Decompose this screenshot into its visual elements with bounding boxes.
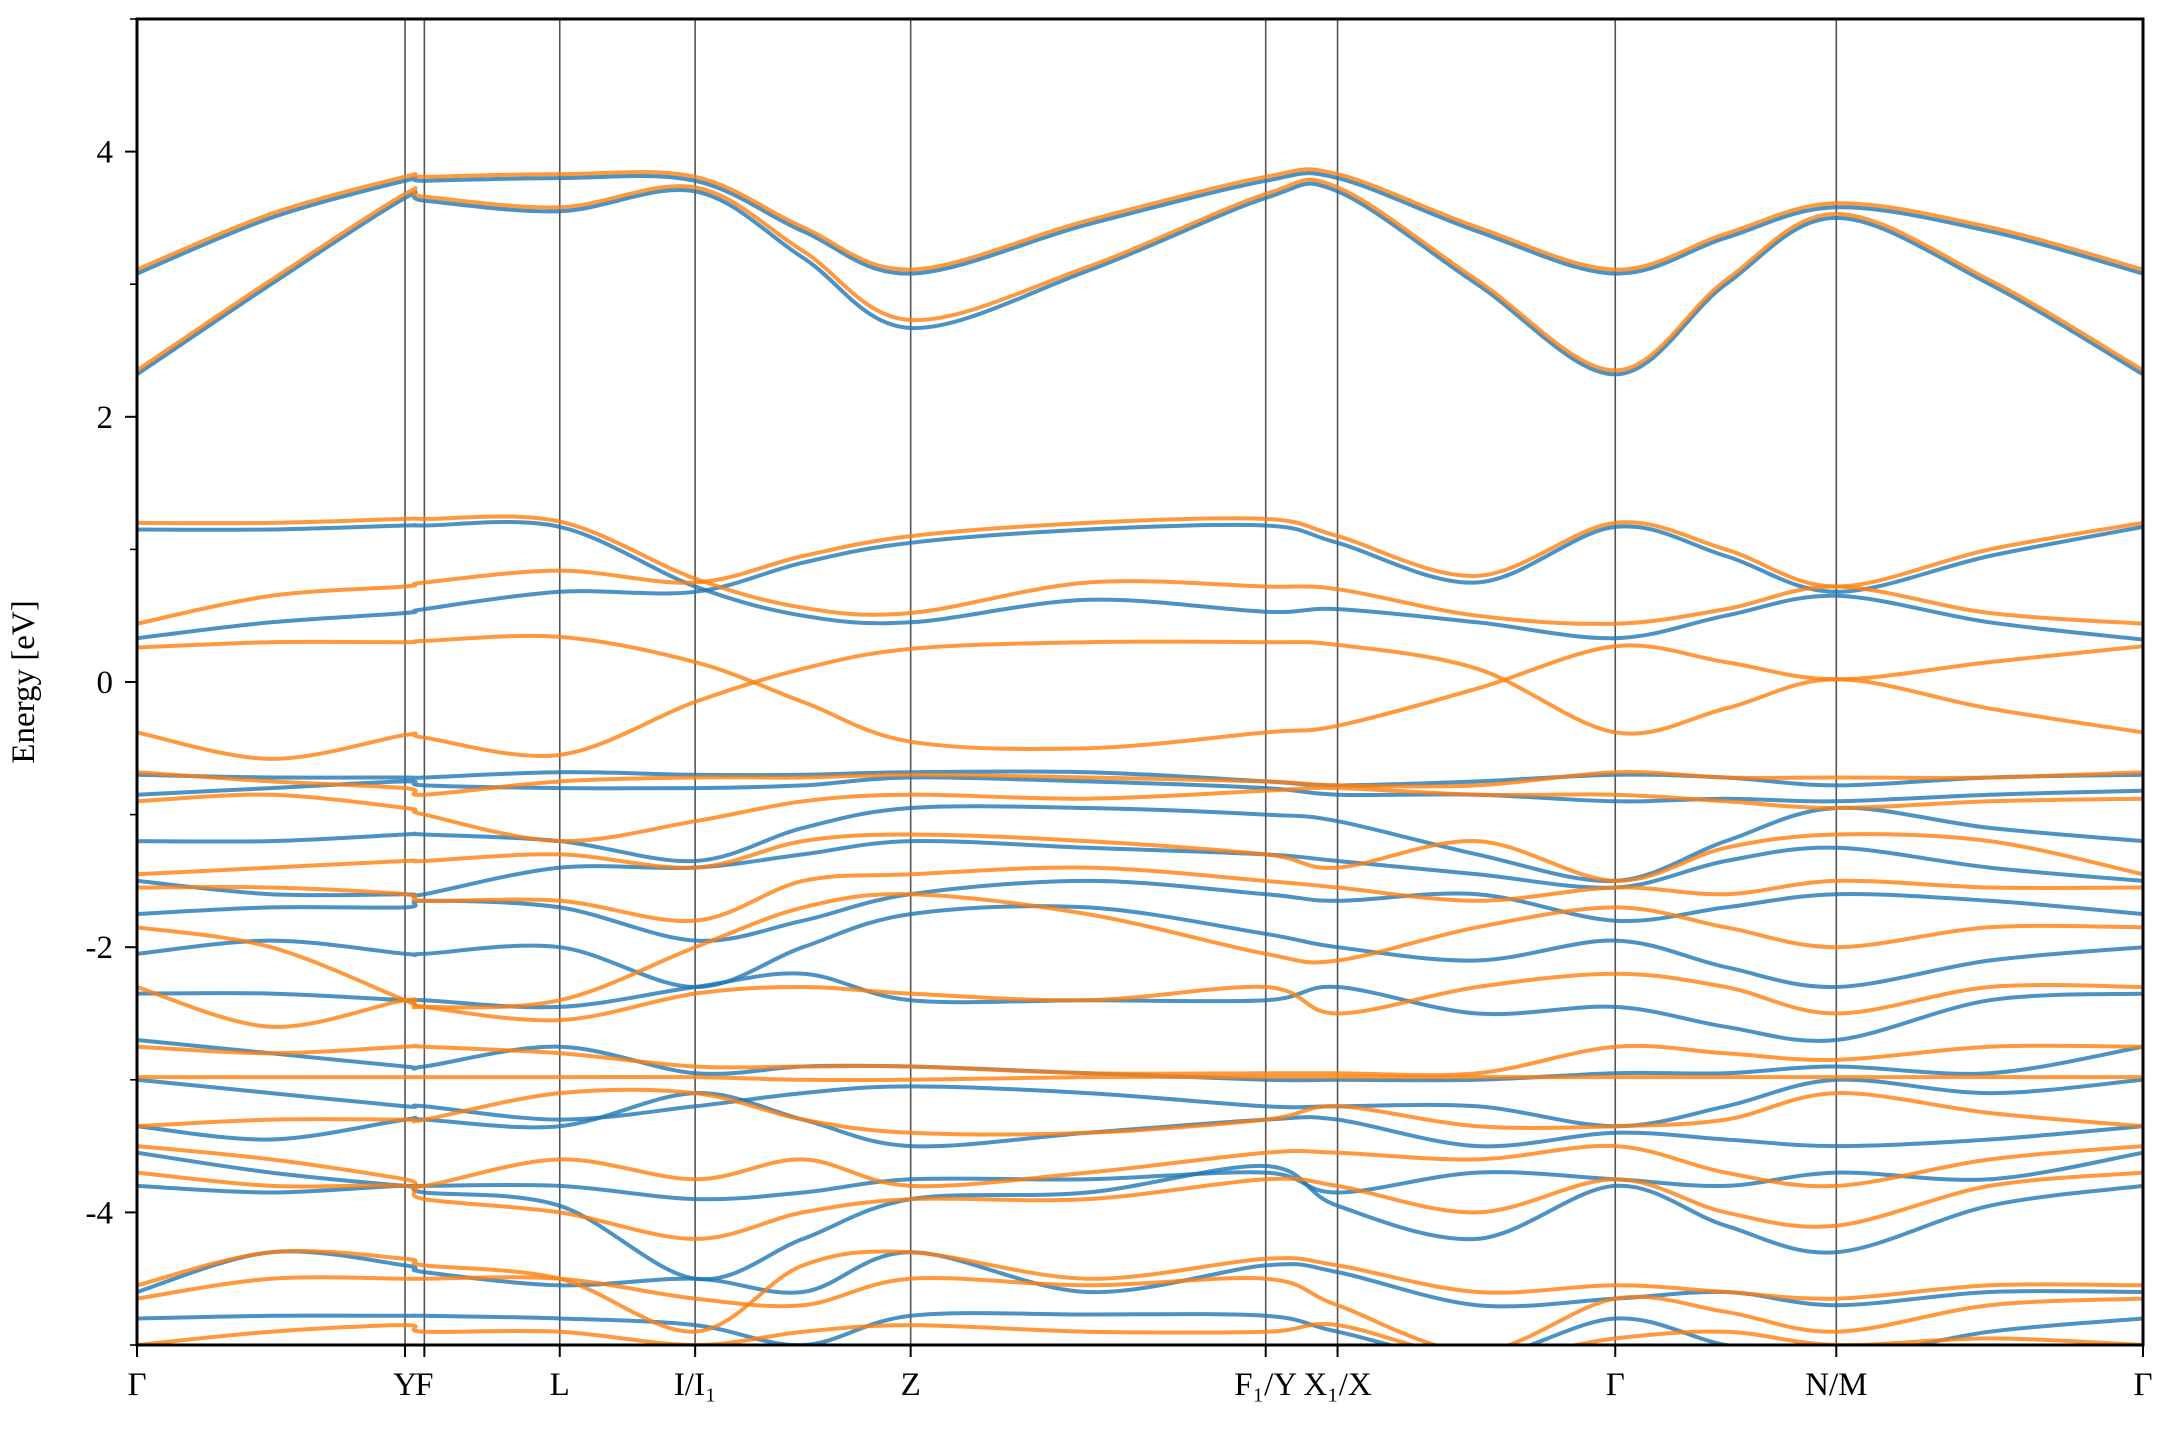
- orange-band: [137, 1143, 2143, 1189]
- orange-band: [137, 1321, 2143, 1345]
- blue-band: [137, 520, 2143, 642]
- x-tick-label: F₁/Y: [1234, 1367, 1297, 1403]
- blue-band: [137, 904, 2143, 990]
- x-tick-label: Γ: [1606, 1367, 1625, 1403]
- blue-band: [137, 769, 2143, 788]
- blue-band: [137, 1311, 2143, 1345]
- orange-band: [137, 177, 2143, 373]
- blue-band: [137, 1091, 2143, 1149]
- orange-band: [137, 1087, 2143, 1137]
- y-tick-label: 4: [97, 135, 114, 171]
- x-tick-label: Y: [393, 1367, 417, 1403]
- orange-band: [137, 785, 2143, 844]
- orange-band: [137, 769, 2143, 797]
- x-axis: Γ YF L I/I₁ Z F₁/Y X₁/X Γ N/M Γ: [127, 1345, 2153, 1403]
- orange-band: [137, 639, 2143, 761]
- blue-band: [137, 1163, 2143, 1282]
- y-tick-label: 2: [97, 400, 114, 436]
- x-tick-label: I/I₁: [674, 1367, 717, 1403]
- x-tick-label: N/M: [1805, 1367, 1867, 1403]
- orange-band: [137, 1275, 2143, 1345]
- orange-band: [137, 516, 2143, 626]
- orange-band: [137, 892, 2143, 1010]
- blue-band: [137, 522, 2143, 641]
- orange-band: [137, 832, 2143, 883]
- orange-band: [137, 514, 2143, 626]
- orange-band: [137, 633, 2143, 751]
- orange-band: [137, 971, 2143, 1029]
- x-tick-label: Γ: [127, 1367, 146, 1403]
- blue-band: [137, 181, 2143, 377]
- blue-band: [137, 171, 2143, 276]
- x-tick-label: F: [415, 1367, 433, 1403]
- orange-band: [137, 1074, 2143, 1083]
- x-tick-label: L: [550, 1367, 570, 1403]
- blue-band: [137, 1077, 2143, 1129]
- y-tick-label: -2: [86, 930, 114, 966]
- y-tick-label: 0: [97, 665, 114, 701]
- y-tick-label: -4: [86, 1195, 114, 1231]
- orange-band: [137, 1249, 2143, 1334]
- orange-band: [137, 1043, 2143, 1078]
- orange-band: [137, 167, 2143, 272]
- high-symmetry-lines: [404, 19, 1838, 1345]
- y-axis-label: Energy [eV]: [6, 600, 42, 763]
- blue-band: [137, 804, 2143, 884]
- blue-band: [137, 775, 2143, 804]
- x-tick-label: Z: [901, 1367, 921, 1403]
- x-tick-label: Γ: [2133, 1367, 2152, 1403]
- y-axis: -4 -2 0 2 4: [86, 18, 137, 1346]
- bands: [137, 167, 2143, 1345]
- x-tick-label: X₁/X: [1303, 1367, 1372, 1403]
- orange-band: [137, 865, 2143, 924]
- orange-band: [137, 1170, 2143, 1241]
